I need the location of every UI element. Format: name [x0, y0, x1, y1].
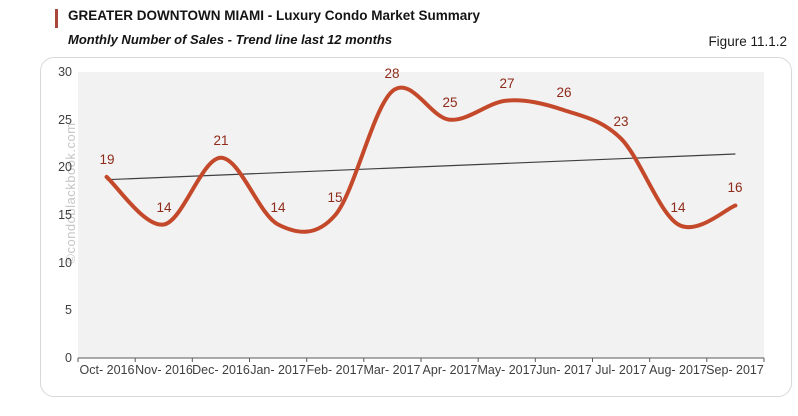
x-axis-label: Sep- 2017 — [706, 363, 764, 377]
data-label: 15 — [327, 190, 343, 205]
x-axis — [77, 357, 765, 362]
chart-subtitle: Monthly Number of Sales - Trend line las… — [68, 32, 393, 47]
data-label: 14 — [156, 200, 172, 215]
data-label: 19 — [99, 152, 115, 167]
trend-line — [106, 153, 736, 181]
sales-spline — [104, 85, 738, 234]
x-axis-label: Nov- 2016 — [135, 363, 193, 377]
x-axis-label: Aug- 2017 — [649, 363, 707, 377]
y-axis-label: 0 — [65, 351, 72, 365]
data-label: 16 — [727, 180, 743, 195]
x-axis-label: Apr- 2017 — [422, 363, 478, 377]
data-label: 26 — [556, 85, 572, 100]
x-axis-label: Mar- 2017 — [363, 363, 421, 377]
x-axis-label: Jun- 2017 — [536, 363, 592, 377]
y-axis-label: 30 — [58, 65, 72, 79]
x-axis-label: Oct- 2016 — [79, 363, 135, 377]
x-axis-label: Jul- 2017 — [595, 363, 647, 377]
x-axis-label: Jan- 2017 — [250, 363, 306, 377]
data-label: 23 — [613, 114, 629, 129]
y-axis-label: 5 — [65, 303, 72, 317]
chart-title: GREATER DOWNTOWN MIAMI - Luxury Condo Ma… — [68, 8, 481, 23]
x-axis-label: Dec- 2016 — [192, 363, 250, 377]
data-label: 21 — [213, 133, 229, 148]
y-axis-label: 10 — [58, 256, 72, 270]
data-label: 28 — [384, 66, 400, 81]
figure-label: Figure 11.1.2 — [708, 34, 787, 49]
x-axis-line — [77, 357, 765, 362]
title-accent-bar — [55, 9, 58, 28]
data-label: 14 — [670, 200, 686, 215]
y-axis-label: 25 — [58, 113, 72, 127]
data-label: 25 — [442, 95, 458, 110]
x-axis-label: Feb- 2017 — [306, 363, 364, 377]
x-axis-label: May- 2017 — [477, 363, 537, 377]
plot-background — [78, 72, 764, 358]
data-label: 27 — [499, 76, 515, 91]
y-axis-label: 15 — [58, 208, 72, 222]
y-axis-label: 20 — [58, 160, 72, 174]
data-label: 14 — [270, 200, 286, 215]
